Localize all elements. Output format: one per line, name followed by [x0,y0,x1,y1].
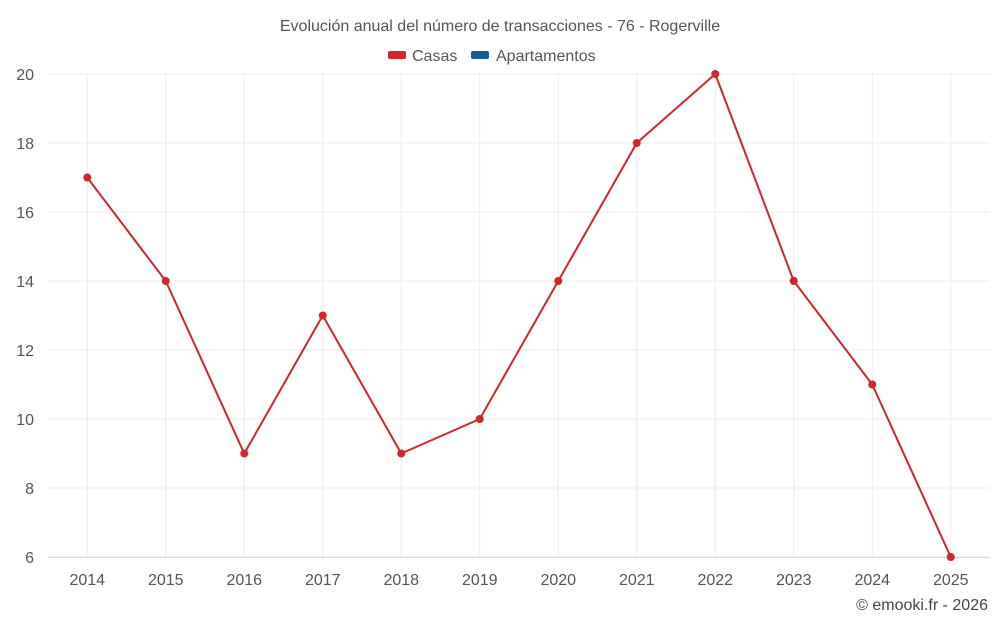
y-tick-label: 6 [25,550,34,567]
data-point-casas[interactable] [397,449,406,458]
legend-item-casas[interactable]: Casas [388,48,457,65]
y-axis-ticks: 6 8 10 12 14 16 18 20 [16,67,34,567]
legend-swatch-casas [388,51,406,59]
x-tick-label: 2023 [776,572,812,589]
x-tick-label: 2017 [305,572,341,589]
y-tick-label: 12 [16,343,34,360]
y-tick-label: 10 [16,412,34,429]
data-point-casas[interactable] [475,415,484,423]
x-tick-label: 2020 [540,572,576,589]
x-tick-label: 2021 [619,572,655,589]
data-point-casas[interactable] [946,553,955,561]
y-tick-label: 14 [16,274,34,291]
data-point-casas[interactable] [240,449,249,458]
data-point-casas[interactable] [161,277,170,285]
x-gridlines [86,74,952,557]
x-tick-label: 2022 [697,572,733,589]
y-gridlines [48,73,990,558]
data-point-casas[interactable] [554,277,563,285]
data-point-casas[interactable] [711,70,720,78]
x-tick-label: 2016 [226,572,262,589]
legend: Casas Apartamentos [388,48,596,65]
y-tick-label: 8 [25,481,34,498]
legend-label-apartamentos: Apartamentos [496,48,596,65]
chart-title: Evolución anual del número de transaccio… [280,18,720,35]
credit-text: © emooki.fr - 2026 [856,597,988,614]
x-tick-label: 2025 [933,572,969,589]
data-point-casas[interactable] [83,173,92,182]
y-tick-label: 18 [16,136,34,153]
y-tick-label: 20 [16,67,34,84]
x-axis-ticks: 2014 2015 2016 2017 2018 2019 2020 2021 2022 2023… [69,572,968,589]
x-tick-label: 2019 [462,572,498,589]
legend-swatch-apartamentos [471,51,489,59]
y-tick-label: 16 [16,205,34,222]
x-tick-label: 2018 [383,572,419,589]
data-point-casas[interactable] [868,380,877,389]
x-tick-label: 2014 [69,572,105,589]
series-line-casas [86,73,952,558]
series-casas [83,70,955,561]
legend-item-apartamentos[interactable]: Apartamentos [471,48,596,65]
legend-label-casas: Casas [412,48,457,65]
data-point-casas[interactable] [789,277,798,285]
data-point-casas[interactable] [318,311,327,320]
x-tick-label: 2015 [148,572,184,589]
x-tick-label: 2024 [854,572,890,589]
data-point-casas[interactable] [632,139,641,147]
